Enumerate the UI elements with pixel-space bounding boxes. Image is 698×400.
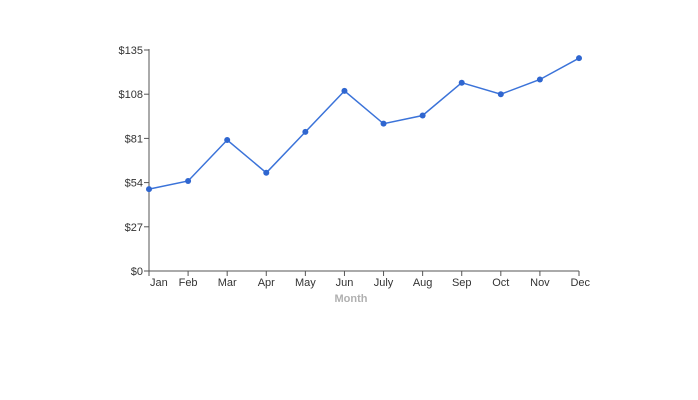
data-point — [224, 137, 231, 144]
data-point — [576, 55, 582, 62]
data-point — [380, 120, 387, 127]
y-tick-label: $108 — [119, 89, 143, 101]
x-axis-title: Month — [335, 293, 368, 305]
y-tick-label: $27 — [125, 222, 143, 234]
x-tick-label: Apr — [258, 277, 275, 289]
x-tick-label: Nov — [530, 277, 550, 289]
x-tick-label: Feb — [179, 277, 198, 289]
data-point — [302, 128, 309, 135]
series-group — [146, 55, 582, 193]
data-point — [497, 91, 504, 98]
x-tick-label: Oct — [492, 277, 509, 289]
data-point — [185, 177, 192, 184]
x-tick-label: July — [374, 277, 394, 289]
data-point — [341, 87, 348, 94]
x-tick-label: May — [295, 277, 316, 289]
y-tick-label: $81 — [125, 133, 143, 145]
data-point — [263, 169, 270, 176]
x-tick-label: Aug — [413, 277, 433, 289]
y-tick-label: $54 — [125, 178, 143, 190]
x-tick-label: Jun — [336, 277, 354, 289]
data-point — [458, 79, 465, 86]
x-tick-label: Dec — [570, 277, 590, 289]
y-axis-ticks: $0 $27 $54 $81 $108 $135 — [119, 45, 149, 278]
x-tick-label: Sep — [452, 277, 472, 289]
x-axis-ticks: Jan Feb Mar Apr May Jun July Aug Sep Oct Nov Dec — [148, 271, 590, 289]
y-tick-label: $135 — [119, 45, 143, 57]
x-tick-label: Jan — [150, 277, 168, 289]
data-point — [419, 112, 426, 119]
data-point — [146, 186, 152, 193]
x-tick-label: Mar — [218, 277, 237, 289]
series-line — [148, 57, 580, 190]
chart-axes — [148, 49, 579, 272]
data-point — [536, 76, 543, 83]
y-tick-label: $0 — [131, 266, 143, 278]
